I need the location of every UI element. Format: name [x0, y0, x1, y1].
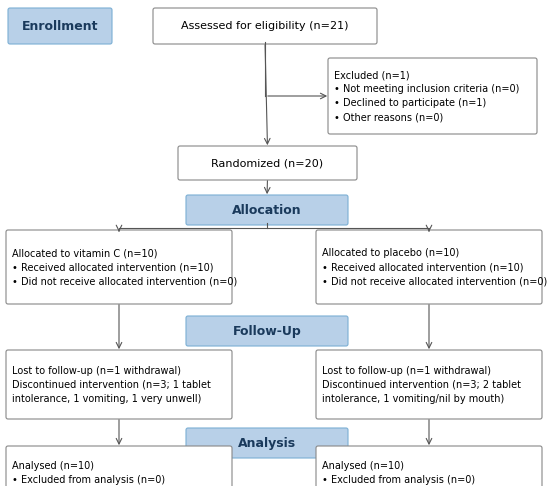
- Text: Assessed for eligibility (n=21): Assessed for eligibility (n=21): [182, 21, 349, 31]
- FancyBboxPatch shape: [186, 316, 348, 346]
- FancyBboxPatch shape: [328, 58, 537, 134]
- FancyBboxPatch shape: [8, 8, 112, 44]
- FancyBboxPatch shape: [186, 428, 348, 458]
- Text: Analysed (n=10)
• Excluded from analysis (n=0): Analysed (n=10) • Excluded from analysis…: [12, 461, 165, 485]
- Text: Enrollment: Enrollment: [22, 19, 98, 33]
- FancyBboxPatch shape: [6, 230, 232, 304]
- Text: Analysed (n=10)
• Excluded from analysis (n=0): Analysed (n=10) • Excluded from analysis…: [322, 461, 475, 485]
- FancyBboxPatch shape: [6, 446, 232, 486]
- FancyBboxPatch shape: [178, 146, 357, 180]
- Text: Allocation: Allocation: [232, 204, 302, 216]
- Text: Analysis: Analysis: [238, 436, 296, 450]
- FancyBboxPatch shape: [6, 350, 232, 419]
- FancyBboxPatch shape: [316, 350, 542, 419]
- FancyBboxPatch shape: [186, 195, 348, 225]
- Text: Lost to follow-up (n=1 withdrawal)
Discontinued intervention (n=3; 1 tablet
into: Lost to follow-up (n=1 withdrawal) Disco…: [12, 365, 211, 403]
- FancyBboxPatch shape: [316, 230, 542, 304]
- Text: Follow-Up: Follow-Up: [233, 325, 301, 337]
- Text: Randomized (n=20): Randomized (n=20): [211, 158, 323, 168]
- Text: Lost to follow-up (n=1 withdrawal)
Discontinued intervention (n=3; 2 tablet
into: Lost to follow-up (n=1 withdrawal) Disco…: [322, 365, 521, 403]
- Text: Excluded (n=1)
• Not meeting inclusion criteria (n=0)
• Declined to participate : Excluded (n=1) • Not meeting inclusion c…: [334, 70, 519, 122]
- FancyBboxPatch shape: [153, 8, 377, 44]
- Text: Allocated to vitamin C (n=10)
• Received allocated intervention (n=10)
• Did not: Allocated to vitamin C (n=10) • Received…: [12, 248, 237, 286]
- Text: Allocated to placebo (n=10)
• Received allocated intervention (n=10)
• Did not r: Allocated to placebo (n=10) • Received a…: [322, 248, 547, 286]
- FancyBboxPatch shape: [316, 446, 542, 486]
